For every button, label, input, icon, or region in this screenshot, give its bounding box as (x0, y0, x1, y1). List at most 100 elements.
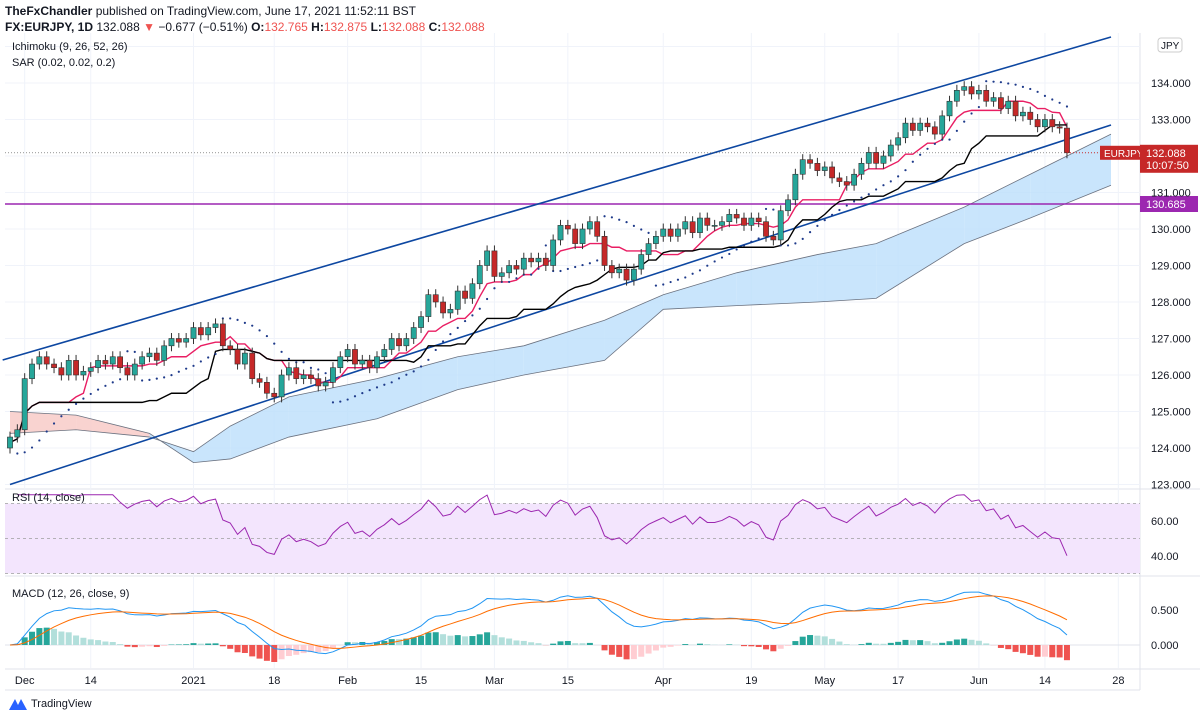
macd-histogram-bar (117, 644, 124, 645)
sar-dot (1036, 90, 1039, 93)
sar-dot (133, 350, 136, 353)
horizontal-line[interactable]: 130.685 (5, 195, 1198, 212)
macd-histogram-bar (785, 645, 792, 646)
sar-dot (456, 326, 459, 329)
sar-dot (757, 237, 760, 240)
sar-dot (390, 381, 393, 384)
candle (454, 290, 461, 310)
macd-histogram-bar (498, 637, 505, 645)
footer: TradingView (8, 697, 92, 711)
price-axis[interactable]: 123.000 124.000 125.000 126.000 127.000 128.0… (1151, 37, 1191, 492)
sar-dot (30, 446, 34, 449)
price-tick: 129.000 (1151, 261, 1191, 273)
sar-dot (478, 307, 481, 310)
time-tick: 28 (1112, 675, 1124, 687)
change: −0.677 (−0.51%) (158, 20, 248, 34)
hline-price-label: 130.685 (1146, 199, 1186, 211)
sar-dot (669, 280, 672, 284)
macd-histogram-bar (462, 636, 469, 645)
tradingview-logo-icon (9, 699, 27, 710)
macd-histogram-bar (763, 645, 770, 650)
macd-histogram-bar (139, 645, 146, 647)
time-tick: Feb (338, 675, 357, 687)
macd-histogram-bar (1041, 645, 1048, 657)
macd-histogram-bar (520, 640, 527, 645)
candle (653, 236, 659, 244)
macd-histogram-bar (175, 644, 182, 645)
macd-histogram-bar (741, 645, 747, 647)
symbol: FX:EURJPY, 1D (5, 20, 94, 34)
sar-legend[interactable]: SAR (0.02, 0.02, 0.2) (12, 57, 116, 69)
candle (542, 257, 549, 266)
time-axis[interactable]: Dec 14 2021 18 Feb 15 Mar 15 Apr 19 May 17 Jun 14 28 (5, 675, 1140, 691)
sar-dot (610, 216, 613, 219)
sar-dot (625, 220, 628, 224)
candle (924, 122, 931, 128)
sar-dot (383, 383, 386, 386)
macd-histogram-bar (858, 644, 865, 645)
candle (80, 371, 87, 376)
macd-histogram-bar (748, 645, 755, 647)
candle (975, 90, 982, 95)
rsi-legend[interactable]: RSI (14, close) (12, 492, 85, 504)
sar-dot (544, 244, 547, 247)
candle (7, 436, 13, 449)
candle (931, 126, 938, 135)
candle (139, 356, 146, 365)
candle (51, 363, 57, 368)
macd-histogram-bar (315, 645, 322, 653)
sar-dot (273, 342, 276, 345)
candle (623, 268, 630, 281)
macd-histogram-bar (667, 645, 674, 647)
trend-channel[interactable] (2, 36, 1112, 486)
candle (168, 338, 175, 347)
candle (682, 221, 689, 230)
ichimoku-legend[interactable]: Ichimoku (9, 26, 52, 26) (12, 41, 128, 53)
sar-dot (764, 207, 768, 211)
macd-histogram-bar (1012, 645, 1019, 652)
symbol-badge (1100, 145, 1140, 160)
candle (520, 257, 527, 270)
candle (95, 360, 101, 368)
publish-line: TheFxChandler published on TradingView.c… (5, 4, 416, 18)
candle (807, 159, 813, 164)
macd-histogram-bar (564, 640, 571, 645)
signal-line (9, 595, 1068, 649)
ichimoku-cloud (9, 133, 1112, 464)
sar-dot (941, 138, 944, 141)
candle (528, 257, 535, 263)
sar-dot (838, 208, 841, 212)
candle (29, 363, 35, 379)
candle (330, 367, 336, 383)
sar-dot (977, 105, 980, 109)
macd-histogram-bar (131, 645, 138, 648)
macd-histogram-bar (792, 641, 799, 645)
sar-dot (706, 264, 709, 267)
high-label: H: (311, 20, 324, 34)
price-tick: 128.000 (1151, 297, 1191, 309)
macd-legend[interactable]: MACD (12, 26, close, 9) (12, 588, 130, 600)
candle (741, 217, 747, 226)
macd-histogram-bar (219, 645, 226, 647)
sar-dot (265, 334, 268, 338)
macd-histogram-bar (1034, 645, 1041, 657)
sar-dot (662, 283, 665, 286)
candle (513, 265, 520, 270)
countdown-label: 10:07:50 (1146, 160, 1189, 172)
macd-histogram-bar (608, 645, 615, 655)
price-tick: 126.000 (1151, 370, 1191, 382)
candle (719, 221, 725, 226)
sar-dot (786, 244, 790, 247)
sar-dot (170, 374, 173, 377)
last-price-badge (1140, 144, 1198, 173)
candle (212, 323, 219, 328)
candle (880, 155, 887, 164)
sar-dot (794, 242, 797, 245)
sar-dot (192, 364, 195, 367)
candle (902, 122, 909, 139)
macd-histogram-bar (278, 645, 285, 660)
sar-dot (353, 395, 357, 398)
sar-dot (801, 237, 804, 241)
macd-histogram-bar (102, 641, 109, 645)
